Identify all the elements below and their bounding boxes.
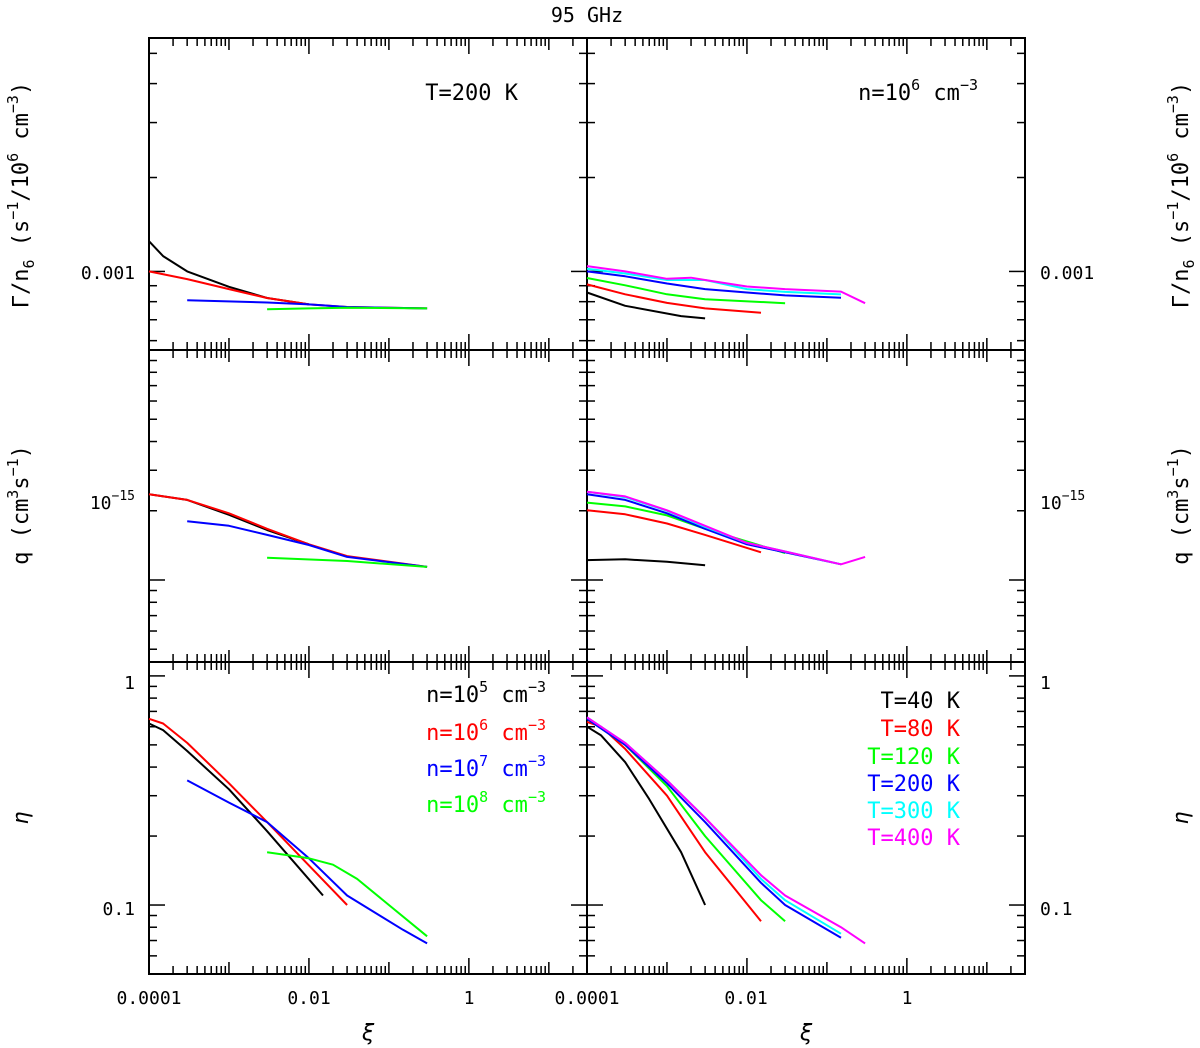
ytick-label-eta1-left: 1 — [124, 673, 135, 694]
panel-frame-eta-left — [148, 661, 588, 975]
legend-density-item: n=107 cm−3 — [426, 752, 546, 782]
svg-text:Γ/n6 (s−1/106 cm−3): Γ/n6 (s−1/106 cm−3) — [1164, 82, 1198, 308]
series-line-gamma-left-0 — [148, 240, 310, 306]
figure-title: 95 GHz — [551, 3, 623, 27]
series-line-q-left-1 — [148, 493, 428, 568]
xtick-label-right-2: 1 — [902, 988, 913, 1009]
ytick-label-q-left: 10−15 — [90, 489, 135, 514]
data-curves — [148, 240, 866, 945]
series-line-eta-right-1 — [586, 720, 762, 922]
legend-temperature-item: T=400 K — [867, 826, 960, 851]
series-line-gamma-right-3 — [586, 270, 842, 299]
legend-temperature-item: T=120 K — [867, 745, 960, 770]
panel-label-n1e6: n=106 cm−3 — [858, 76, 978, 106]
legend-density-item: n=105 cm−3 — [426, 678, 546, 708]
series-line-gamma-right-1 — [586, 283, 762, 314]
series-line-eta-left-0 — [148, 722, 324, 897]
series-line-eta-right-0 — [586, 725, 707, 906]
ytick-label-eta01-left: 0.1 — [102, 899, 135, 920]
series-line-eta-right-2 — [586, 717, 786, 922]
series-line-q-right-4 — [586, 490, 842, 566]
ytick-label-gamma-left: 0.001 — [81, 263, 135, 284]
ylabel-gamma-right: Γ/n6 (s−1/106 cm−3) — [1164, 82, 1198, 308]
series-line-eta-left-1 — [148, 717, 348, 906]
series-line-q-left-2 — [187, 520, 428, 568]
panel-frame-q-left — [148, 349, 588, 663]
series-line-gamma-left-3 — [267, 306, 428, 311]
series-line-q-right-0 — [586, 558, 706, 567]
ylabel-eta-right: η — [1169, 811, 1194, 824]
series-line-q-left-3 — [267, 556, 428, 568]
axis-ticks — [148, 38, 1026, 975]
ytick-label-gamma-right: 0.001 — [1040, 263, 1094, 284]
svg-text:Γ/n6 (s−1/106 cm−3): Γ/n6 (s−1/106 cm−3) — [4, 82, 38, 308]
legend-temperature-item: T=300 K — [867, 799, 960, 824]
xtick-label-left-2: 1 — [464, 988, 475, 1009]
panel-frame-gamma-left — [148, 37, 588, 351]
series-line-gamma-right-5 — [586, 265, 866, 305]
legend-density-item: n=106 cm−3 — [426, 716, 546, 746]
ylabel-q-left: q (cm3s−1) — [4, 445, 34, 565]
series-line-q-right-5 — [586, 490, 866, 566]
ylabel-gamma-left: Γ/n6 (s−1/106 cm−3) — [4, 82, 38, 308]
series-line-eta-left-2 — [186, 779, 428, 945]
legend-temperature-item: T=40 K — [881, 689, 961, 714]
panel-frame-eta-right — [586, 661, 1026, 975]
series-line-eta-right-3 — [586, 717, 842, 939]
series-line-eta-right-5 — [586, 716, 866, 945]
legend-temperature: T=40 K T=80 K T=120 K T=200 K T=300 K T=… — [867, 689, 960, 851]
xlabel-left: ξ — [361, 1021, 374, 1046]
series-line-q-right-1 — [586, 509, 762, 554]
ylabel-eta-left: η — [9, 811, 34, 824]
ylabel-q-right: q (cm3s−1) — [1164, 445, 1194, 565]
legend-temperature-item: T=200 K — [867, 772, 960, 797]
legend-temperature-item: T=80 K — [881, 717, 961, 742]
series-line-gamma-right-0 — [586, 291, 706, 320]
legend-density: n=105 cm−3 n=106 cm−3 n=107 cm−3 n=108 c… — [426, 678, 546, 818]
ytick-label-q-right: 10−15 — [1040, 489, 1085, 514]
svg-text:q (cm3s−1): q (cm3s−1) — [4, 445, 34, 565]
series-line-eta-left-3 — [266, 851, 428, 938]
series-line-gamma-right-2 — [586, 277, 786, 305]
xtick-label-right-0: 0.0001 — [554, 988, 619, 1009]
xlabel-right: ξ — [799, 1021, 812, 1046]
svg-text:q (cm3s−1): q (cm3s−1) — [1164, 445, 1194, 565]
series-line-q-left-0 — [148, 493, 310, 546]
xtick-label-right-1: 0.01 — [724, 988, 767, 1009]
panel-label-t200: T=200 K — [425, 81, 518, 106]
xtick-label-left-0: 0.0001 — [116, 988, 181, 1009]
ytick-label-eta01-right: 0.1 — [1040, 899, 1073, 920]
ytick-label-eta1-right: 1 — [1040, 673, 1051, 694]
legend-density-item: n=108 cm−3 — [426, 788, 546, 818]
xtick-label-left-1: 0.01 — [287, 988, 330, 1009]
